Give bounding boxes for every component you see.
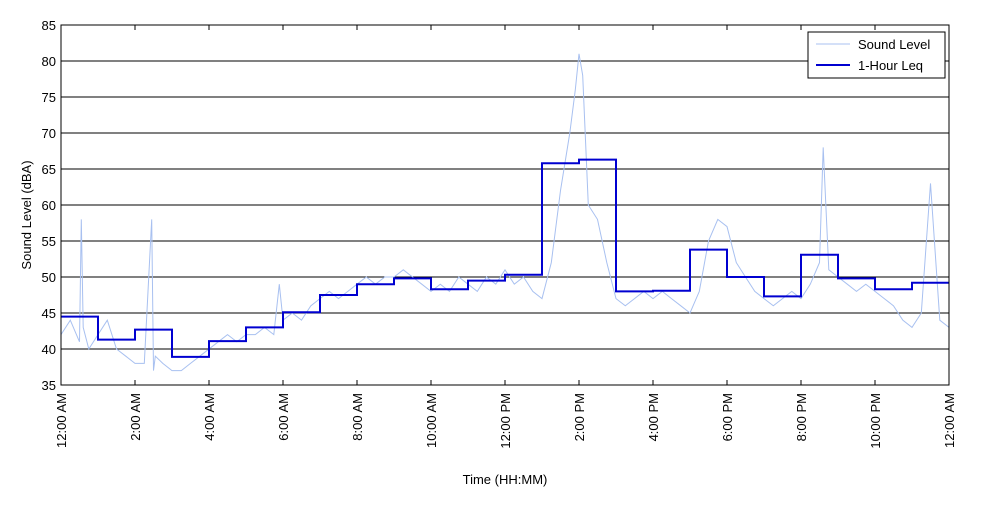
y-tick-label: 80 [42, 54, 56, 69]
y-tick-label: 65 [42, 162, 56, 177]
y-tick-label: 35 [42, 378, 56, 393]
y-tick-label: 70 [42, 126, 56, 141]
x-tick-label: 6:00 PM [720, 393, 735, 441]
x-tick-label: 4:00 PM [646, 393, 661, 441]
legend-label-sound-level: Sound Level [858, 37, 930, 52]
x-tick-label: 10:00 AM [424, 393, 439, 448]
x-tick-label: 12:00 PM [498, 393, 513, 449]
x-tick-label: 12:00 AM [54, 393, 69, 448]
x-tick-label: 10:00 PM [868, 393, 883, 449]
x-tick-label: 6:00 AM [276, 393, 291, 441]
y-tick-label: 50 [42, 270, 56, 285]
legend: Sound Level 1-Hour Leq [807, 31, 946, 79]
x-tick-label: 8:00 AM [350, 393, 365, 441]
plot-area [60, 53, 950, 372]
gridlines [61, 60, 949, 350]
legend-box [807, 31, 946, 79]
y-tick-label: 45 [42, 306, 56, 321]
x-tick-label: 2:00 AM [128, 393, 143, 441]
x-tick-label: 8:00 PM [794, 393, 809, 441]
y-tick-label: 85 [42, 18, 56, 33]
x-axis-label: Time (HH:MM) [463, 472, 548, 487]
y-tick-label: 75 [42, 90, 56, 105]
x-tick-label: 4:00 AM [202, 393, 217, 441]
y-tick-label: 40 [42, 342, 56, 357]
axes: 35 40 45 50 55 60 65 70 75 80 85 12:00 AM 2:00 AM 4:0… [42, 18, 957, 449]
series-line-sound-level [60, 53, 950, 372]
plot-frame [60, 24, 950, 386]
y-tick-label: 60 [42, 198, 56, 213]
x-tick-label: 2:00 PM [572, 393, 587, 441]
series-line-1-hour-leq [61, 158, 949, 358]
y-axis-label: Sound Level (dBA) [19, 160, 34, 269]
y-tick-label: 55 [42, 234, 56, 249]
x-tick-label: 12:00 AM [942, 393, 957, 448]
legend-label-1-hour-leq: 1-Hour Leq [858, 58, 923, 73]
